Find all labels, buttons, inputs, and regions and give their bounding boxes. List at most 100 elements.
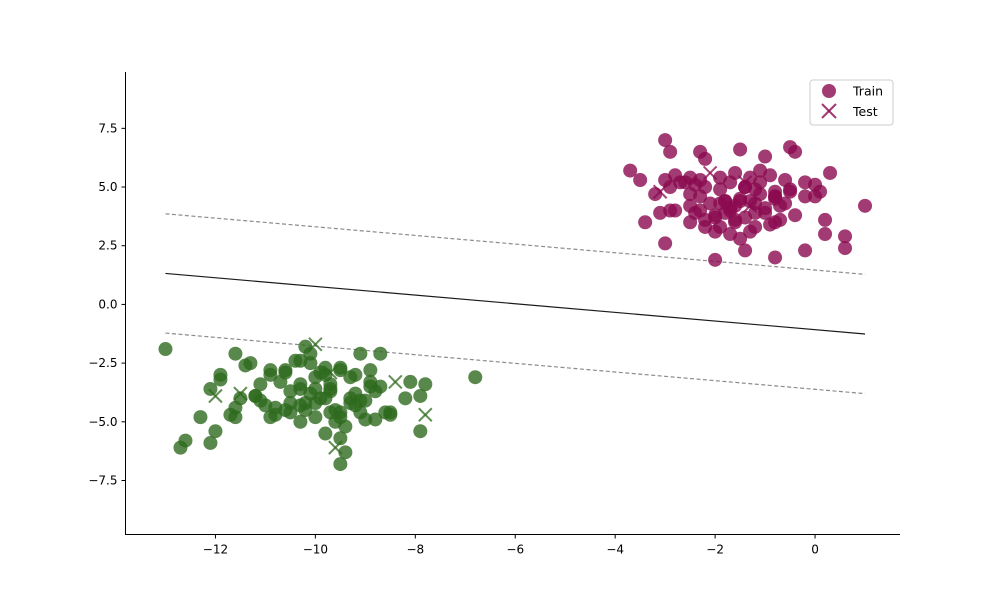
x-tick-label: −2 bbox=[706, 543, 724, 557]
axes bbox=[125, 72, 900, 535]
train-point bbox=[318, 391, 333, 406]
train-point bbox=[293, 414, 308, 429]
y-tick-label: 2.5 bbox=[98, 239, 117, 253]
train-point bbox=[798, 243, 813, 258]
train-point bbox=[783, 182, 798, 197]
train-point bbox=[823, 165, 838, 180]
train-point bbox=[203, 381, 218, 396]
train-point bbox=[383, 407, 398, 422]
x-tick-label: −12 bbox=[203, 543, 228, 557]
test-point bbox=[737, 175, 753, 190]
train-point bbox=[468, 370, 483, 385]
train-point bbox=[818, 212, 833, 227]
train-point bbox=[798, 189, 813, 204]
train-point bbox=[243, 356, 258, 371]
train-point bbox=[693, 189, 708, 204]
train-point bbox=[308, 381, 323, 396]
test-point bbox=[418, 407, 433, 422]
train-point bbox=[733, 231, 748, 246]
legend-test-label: Test bbox=[852, 104, 878, 119]
y-tick-label: −2.5 bbox=[88, 356, 117, 370]
train-point bbox=[648, 187, 663, 202]
train-point bbox=[418, 377, 433, 392]
test-point bbox=[328, 440, 343, 455]
train-point bbox=[768, 191, 783, 206]
test-point bbox=[742, 198, 758, 214]
x-tick-label: −6 bbox=[506, 543, 524, 557]
train-point bbox=[278, 365, 293, 380]
train-point bbox=[248, 388, 263, 403]
test-point bbox=[323, 365, 338, 380]
train-point bbox=[253, 377, 268, 392]
train-point bbox=[683, 215, 698, 230]
train-point bbox=[788, 144, 803, 159]
test-point bbox=[308, 337, 323, 352]
x-tick-label: −8 bbox=[406, 543, 424, 557]
train-point bbox=[858, 198, 873, 213]
train-point bbox=[708, 252, 723, 267]
train-point bbox=[208, 424, 223, 439]
train-point bbox=[708, 224, 723, 239]
margin-line bbox=[165, 332, 866, 395]
train-point bbox=[213, 367, 228, 382]
train-point bbox=[673, 175, 688, 190]
train-point bbox=[723, 175, 738, 190]
train-point bbox=[268, 407, 283, 422]
train-point bbox=[323, 405, 338, 420]
train-point bbox=[663, 144, 678, 159]
train-point bbox=[738, 243, 753, 258]
data-points bbox=[158, 133, 873, 472]
train-point bbox=[723, 201, 738, 216]
train-point bbox=[713, 182, 728, 197]
train-point bbox=[363, 374, 378, 389]
train-point bbox=[658, 236, 673, 251]
train-point bbox=[338, 445, 353, 460]
test-point bbox=[388, 374, 403, 390]
train-point bbox=[263, 367, 278, 382]
train-point bbox=[228, 410, 243, 425]
y-tick-label: −5.0 bbox=[88, 415, 117, 429]
legend-test-marker bbox=[821, 103, 837, 119]
test-point bbox=[702, 165, 718, 181]
decision-boundary-line bbox=[165, 272, 866, 335]
legend-train-label: Train bbox=[852, 84, 883, 99]
x-ticks: −12 −10 −8 −6 −4 −2 0 bbox=[203, 534, 819, 557]
train-point bbox=[638, 215, 653, 230]
train-point bbox=[363, 363, 378, 378]
train-point bbox=[158, 342, 173, 357]
train-point bbox=[763, 168, 778, 183]
train-point bbox=[768, 250, 783, 265]
train-point bbox=[838, 241, 853, 256]
margin-lines bbox=[165, 213, 866, 395]
train-point bbox=[748, 196, 763, 211]
train-point bbox=[318, 367, 333, 382]
train-point bbox=[318, 426, 333, 441]
y-tick-label: −7.5 bbox=[88, 474, 117, 488]
test-point bbox=[208, 388, 223, 404]
train-point bbox=[308, 410, 323, 425]
train-point bbox=[753, 175, 768, 190]
margin-line bbox=[165, 213, 866, 275]
legend-train-marker bbox=[822, 84, 836, 98]
train-point bbox=[413, 424, 428, 439]
train-point bbox=[228, 346, 243, 361]
y-tick-label: 7.5 bbox=[98, 121, 117, 135]
x-tick-label: −10 bbox=[303, 543, 328, 557]
train-point bbox=[293, 377, 308, 392]
train-point bbox=[733, 191, 748, 206]
train-point bbox=[293, 353, 308, 368]
train-point bbox=[653, 205, 668, 220]
x-tick-label: −4 bbox=[606, 543, 624, 557]
train-point bbox=[333, 360, 348, 375]
train-point bbox=[358, 393, 373, 408]
train-point bbox=[658, 133, 673, 148]
y-tick-label: 0.0 bbox=[98, 297, 117, 311]
train-point bbox=[193, 410, 208, 425]
train-point bbox=[353, 405, 368, 420]
train-point bbox=[703, 196, 718, 211]
decision-boundary bbox=[165, 272, 866, 335]
train-point bbox=[733, 142, 748, 157]
train-point bbox=[668, 203, 683, 218]
train-point bbox=[788, 208, 803, 223]
train-point bbox=[738, 180, 753, 195]
